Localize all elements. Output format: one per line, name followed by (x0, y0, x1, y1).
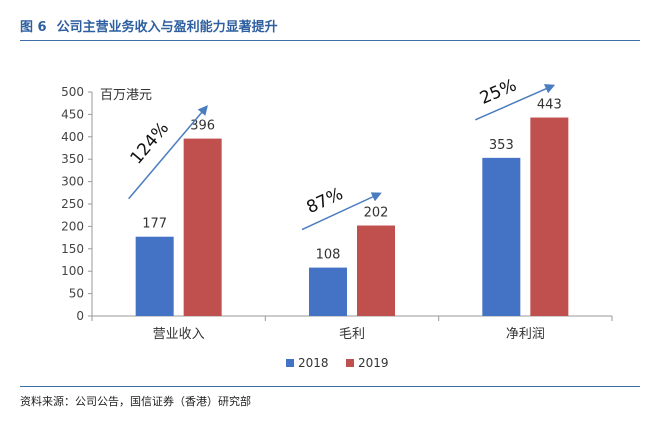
value-label: 443 (537, 98, 562, 113)
legend-swatch-2018 (286, 359, 294, 367)
bar-2019 (530, 117, 569, 316)
growth-arrow (301, 192, 382, 231)
growth-arrow (128, 105, 208, 200)
y-tick-label: 400 (61, 130, 84, 144)
source-note: 资料来源：公司公告，国信证券（香港）研究部 (20, 395, 251, 408)
figure-number: 图 6 (20, 20, 47, 35)
category-label: 净利润 (506, 327, 545, 342)
value-label: 108 (316, 248, 341, 263)
y-tick-label: 100 (61, 264, 84, 278)
y-tick-label: 450 (61, 107, 84, 121)
unit-label: 百万港元 (100, 88, 152, 103)
y-tick-label: 350 (61, 152, 84, 166)
y-tick-label: 250 (61, 197, 84, 211)
bar-2019 (183, 138, 222, 316)
legend-label: 2018 (298, 356, 329, 370)
bar-2018 (309, 267, 347, 316)
bar-2018 (482, 157, 521, 316)
figure-footer: 资料来源：公司公告，国信证券（香港）研究部 (20, 386, 640, 417)
y-tick-label: 50 (69, 287, 84, 301)
category-label: 营业收入 (153, 327, 205, 342)
value-label: 353 (489, 138, 514, 153)
growth-arrow (475, 84, 556, 121)
figure-title-text: 公司主营业务收入与盈利能力显著提升 (56, 20, 278, 35)
y-tick-label: 150 (61, 242, 84, 256)
legend-label: 2019 (358, 356, 389, 370)
legend-swatch-2019 (346, 359, 354, 367)
value-label: 202 (364, 206, 389, 221)
y-tick-label: 200 (61, 219, 84, 233)
y-tick-label: 300 (61, 175, 84, 189)
bar-2019 (357, 225, 395, 316)
y-tick-label: 500 (61, 85, 84, 99)
figure-header: 图 6 公司主营业务收入与盈利能力显著提升 (20, 10, 640, 41)
value-label: 177 (142, 217, 167, 232)
y-tick-label: 0 (76, 309, 84, 323)
growth-label: 87% (304, 184, 347, 218)
figure-title: 图 6 公司主营业务收入与盈利能力显著提升 (20, 16, 288, 35)
value-label: 396 (190, 119, 215, 134)
bar-2018 (135, 236, 174, 316)
category-label: 毛利 (339, 327, 365, 342)
growth-label: 124% (127, 118, 174, 168)
